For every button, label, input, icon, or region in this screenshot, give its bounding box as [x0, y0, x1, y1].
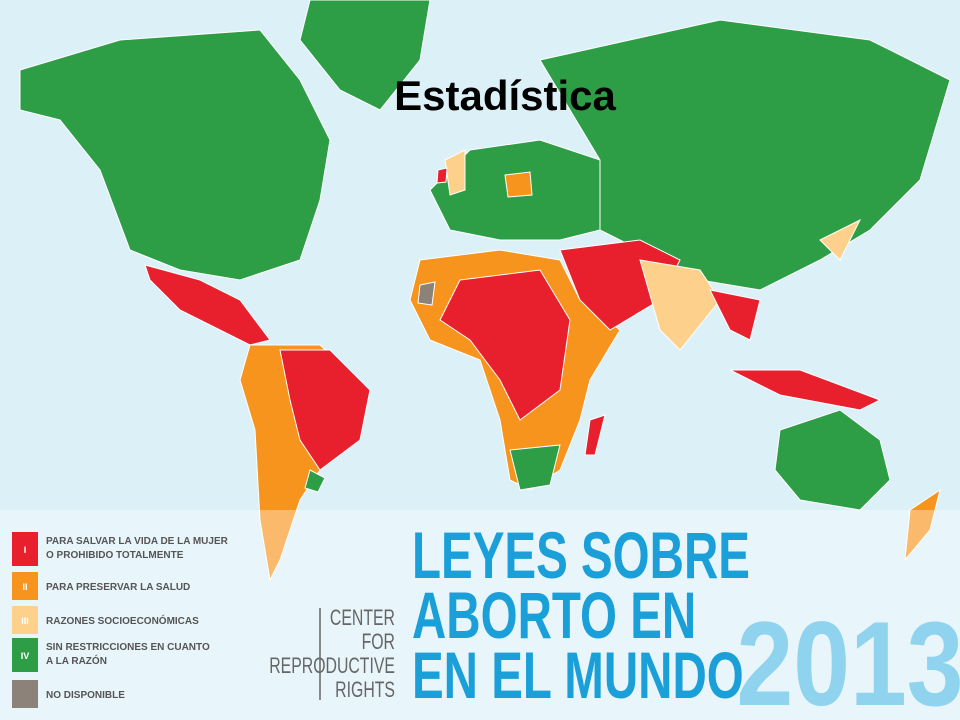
legend-label: NO DISPONIBLE: [46, 690, 125, 701]
logo-line: RIGHTS: [335, 679, 395, 703]
indonesia: [729, 369, 882, 411]
north-america: [19, 29, 331, 281]
legend: I PARA SALVAR LA VIDA DE LA MUJER O PROHIB…: [12, 532, 229, 708]
banner-line: ABORTO EN: [412, 579, 696, 652]
slide-title: Estadística: [394, 72, 616, 119]
legend-numeral: I: [24, 545, 27, 555]
india: [639, 259, 721, 351]
legend-label: PARA SALVAR LA VIDA DE LA MUJER: [46, 536, 229, 547]
greenland: [299, 0, 431, 111]
central-africa: [439, 269, 571, 421]
logo-line: CENTER: [330, 607, 395, 631]
united-kingdom: [444, 149, 466, 196]
uruguay: [304, 469, 326, 493]
banner-year: 2013: [737, 596, 960, 720]
banner-line: EN EL MUNDO: [412, 639, 744, 712]
logo-line: REPRODUCTIVE: [269, 655, 395, 679]
asia: [539, 19, 951, 291]
legend-swatch: [12, 606, 38, 634]
legend-label: O PROHIBIDO TOTALMENTE: [46, 550, 184, 561]
poland: [504, 171, 533, 198]
world-map: [19, 0, 951, 582]
western-sahara: [417, 281, 436, 306]
legend-swatch: [12, 572, 38, 600]
footer-band: [0, 510, 960, 720]
ireland: [436, 167, 448, 184]
logo-line: FOR: [362, 631, 395, 655]
legend-label: A LA RAZÓN: [46, 654, 107, 667]
legend-label: SIN RESTRICCIONES EN CUANTO: [46, 642, 210, 653]
southeast-asia: [709, 289, 761, 341]
brazil: [279, 349, 371, 471]
legend-numeral: II: [22, 582, 27, 592]
legend-label: RAZONES SOCIOECONÓMICAS: [46, 614, 199, 627]
legend-swatch: [12, 680, 38, 708]
legend-swatch: [12, 532, 38, 566]
new-zealand: [904, 488, 941, 562]
legend-numeral: III: [21, 616, 29, 626]
legend-label: PARA PRESERVAR LA SALUD: [46, 582, 190, 593]
australia: [774, 409, 891, 511]
south-africa: [509, 444, 561, 491]
madagascar: [584, 414, 606, 456]
japan: [819, 218, 862, 261]
banner-line: LEYES SOBRE: [412, 519, 750, 592]
legend-swatch: [12, 638, 38, 672]
legend-numeral: IV: [21, 651, 30, 661]
